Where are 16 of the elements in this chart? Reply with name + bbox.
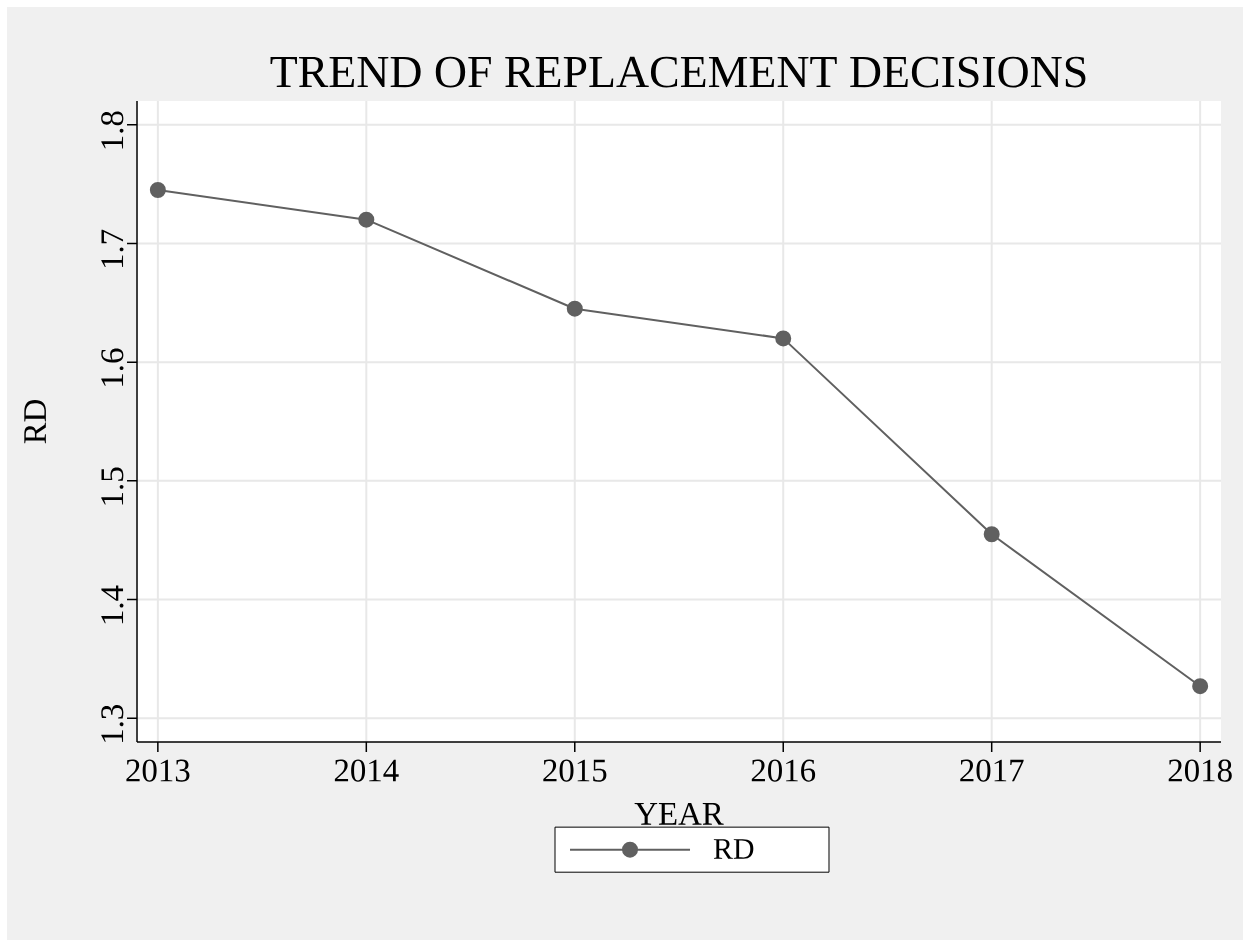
- y-tick-label: 1.8: [101, 111, 124, 149]
- x-tick-label: 2014: [334, 759, 399, 782]
- y-tick-label: 1.3: [101, 704, 124, 742]
- x-tick-label: 2013: [126, 759, 190, 782]
- y-tick-label: 1.7: [101, 229, 124, 268]
- y-tick-label: 1.4: [101, 585, 124, 624]
- x-tick-label: 2017: [960, 759, 1024, 782]
- x-tick-label: 2015: [543, 759, 607, 782]
- x-tick-label: 2018: [1168, 759, 1232, 782]
- legend-label: RD: [713, 839, 754, 859]
- y-tick-label: 1.5: [101, 467, 124, 505]
- y-axis-title: RD: [24, 399, 46, 444]
- chart-title: TREND OF REPLACEMENT DECISIONS: [270, 56, 1086, 88]
- x-tick-label: 2016: [751, 759, 816, 782]
- x-axis-title: YEAR: [634, 802, 724, 825]
- y-tick-label: 1.6: [101, 348, 124, 386]
